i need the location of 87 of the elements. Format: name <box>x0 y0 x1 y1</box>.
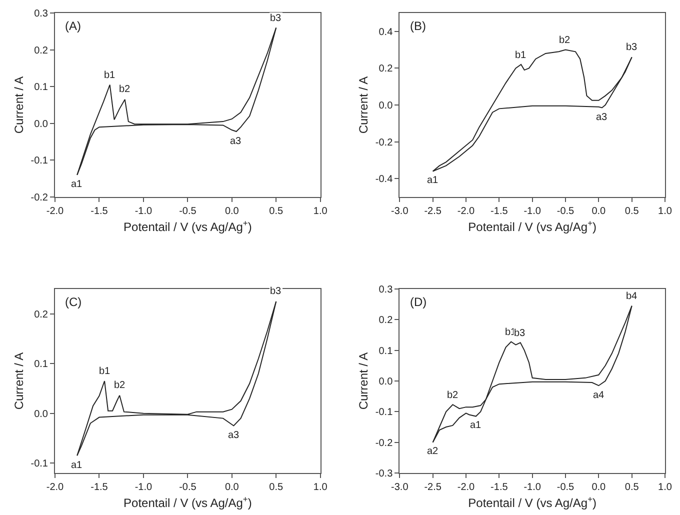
annotation: a1 <box>470 420 482 431</box>
x-tick-label: 0.5 <box>624 482 640 493</box>
text: (C) <box>65 295 82 309</box>
text: (D) <box>410 295 427 309</box>
y-tick-label: 0.0 <box>34 118 48 130</box>
annotation: b1 <box>99 366 111 377</box>
x-tick-label: 1.0 <box>658 482 672 493</box>
y-tick-label: 0.3 <box>34 8 48 20</box>
x-tick-label: -1.0 <box>134 206 153 217</box>
y-tick-label: 0.0 <box>378 376 394 388</box>
annotation: b2 <box>114 380 126 391</box>
y-tick-label: -0.4 <box>375 174 394 186</box>
x-tick-label: -1.0 <box>524 482 542 493</box>
y-tick-label: 0.2 <box>34 309 48 320</box>
annotation: b1 <box>515 50 527 61</box>
y-tick-label: -0.2 <box>375 438 394 449</box>
x-tick-label: 1.0 <box>658 206 672 217</box>
y-tick-label: 0.1 <box>378 346 394 357</box>
x-tick-label: 1.0 <box>313 206 328 217</box>
y-axis-title: Current / A <box>12 352 26 410</box>
x-tick-label: -0.5 <box>179 206 197 217</box>
annotation: b2 <box>447 390 459 401</box>
y-tick-label: 0.2 <box>378 315 394 326</box>
annotation: b2 <box>119 84 131 95</box>
x-tick-label: 1.0 <box>313 482 328 493</box>
x-tick-label: 0.5 <box>269 482 284 493</box>
annotation: a1 <box>71 179 83 190</box>
annotation: a1 <box>427 175 439 186</box>
x-tick-label: -1.5 <box>490 482 508 493</box>
annotation: b4 <box>626 291 638 302</box>
y-tick-label: -0.1 <box>30 156 48 167</box>
annotation: a3 <box>230 136 242 147</box>
x-tick-label: -2.5 <box>424 206 442 217</box>
y-axis-title: Current / A <box>356 352 371 410</box>
annotation: b3 <box>270 286 282 297</box>
annotation: a3 <box>228 430 240 441</box>
annotation: b3 <box>626 42 638 53</box>
annotation: b1 <box>104 70 116 81</box>
x-tick-label: -0.5 <box>179 482 197 493</box>
x-tick-label: 0.5 <box>269 206 284 217</box>
x-tick-label: -3.0 <box>391 206 409 217</box>
x-tick-label: -1.5 <box>90 482 108 493</box>
x-axis-title: Potentail / V (vs Ag/Ag$^{+}$) <box>124 494 252 510</box>
x-axis-title: Potentail / V (vs Ag/Ag$^{+}$) <box>124 218 252 234</box>
annotation: b3 <box>270 13 282 24</box>
x-tick-label: -0.5 <box>556 482 575 493</box>
annotation: b3 <box>514 328 526 339</box>
x-tick-label: -1.0 <box>524 206 542 217</box>
x-tick-label: -2.0 <box>457 482 476 493</box>
annotation: b2 <box>559 35 571 46</box>
y-tick-label: 0.3 <box>378 284 394 296</box>
x-tick-label: -2.0 <box>46 206 64 217</box>
y-tick-label: 0.0 <box>34 408 48 420</box>
x-tick-label: 0.0 <box>592 206 606 217</box>
x-axis-title: Potentail / V (vs Ag/Ag$^{+}$) <box>468 218 596 234</box>
y-axis-title: Current / A <box>356 76 371 134</box>
y-tick-label: -0.1 <box>30 458 48 470</box>
y-tick-label: 0.0 <box>378 100 394 112</box>
x-tick-label: -1.5 <box>490 206 508 217</box>
y-tick-label: 0.2 <box>378 64 394 75</box>
text: (A) <box>65 19 81 33</box>
x-axis-title: Potentail / V (vs Ag/Ag$^{+}$) <box>468 494 596 510</box>
y-tick-label: -0.2 <box>30 192 48 204</box>
x-tick-label: 0.5 <box>624 206 640 217</box>
annotation: a3 <box>596 112 608 123</box>
x-tick-label: -3.0 <box>391 482 409 493</box>
x-tick-label: -0.5 <box>556 206 575 217</box>
x-tick-label: 0.0 <box>592 482 606 493</box>
y-tick-label: 0.4 <box>378 26 394 38</box>
y-tick-label: -0.2 <box>375 137 394 148</box>
x-tick-label: -1.5 <box>90 206 108 217</box>
x-tick-label: 0.0 <box>224 482 240 493</box>
x-tick-label: -2.0 <box>46 482 64 493</box>
x-tick-label: 0.0 <box>224 206 240 217</box>
y-tick-label: 0.1 <box>34 82 48 94</box>
text: (B) <box>410 19 426 33</box>
annotation: a4 <box>593 390 605 401</box>
y-axis-title: Current / A <box>12 76 26 134</box>
y-tick-label: -0.3 <box>375 468 394 480</box>
y-tick-label: -0.1 <box>375 407 394 418</box>
x-tick-label: -2.5 <box>424 482 442 493</box>
x-tick-label: -2.0 <box>457 206 476 217</box>
annotation: a1 <box>71 460 83 471</box>
x-tick-label: -1.0 <box>134 482 153 493</box>
annotation: a2 <box>427 446 439 457</box>
y-tick-label: 0.2 <box>34 45 48 56</box>
y-tick-label: 0.1 <box>34 359 48 370</box>
